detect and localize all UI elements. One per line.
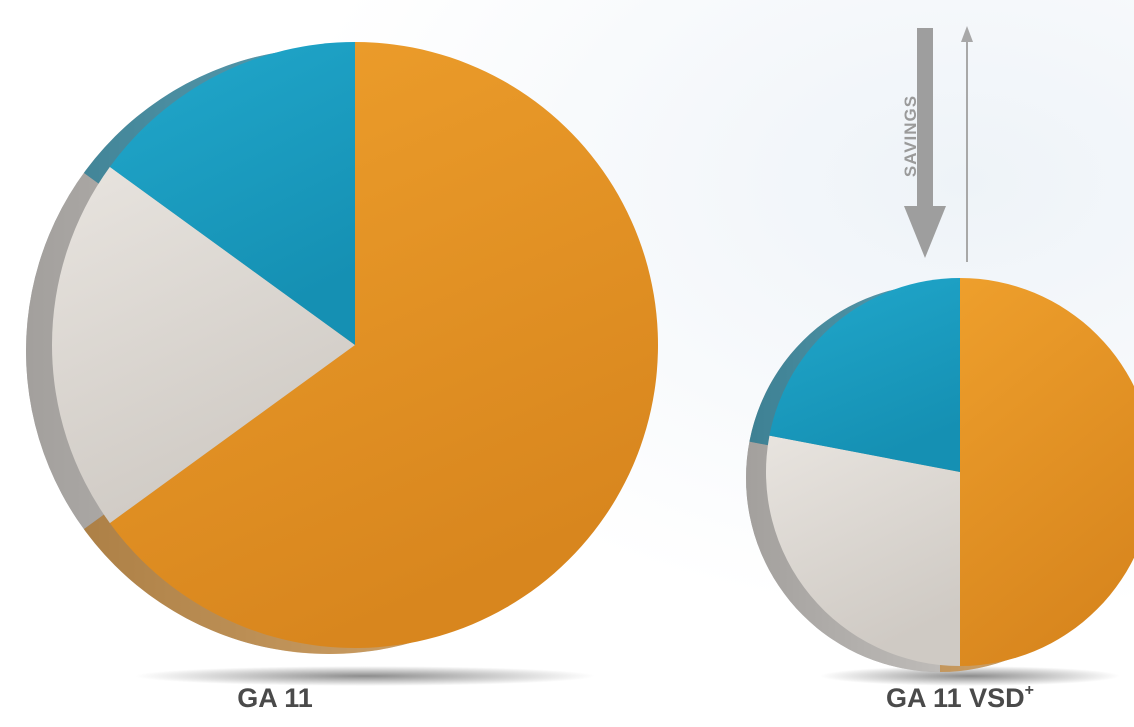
pie-1-slice-1	[766, 435, 960, 666]
pie-1-shadow	[820, 666, 1120, 686]
savings-label: SAVINGS	[901, 94, 921, 178]
pie-0-slice-2	[109, 42, 355, 345]
savings-arrow-down-shaft	[917, 28, 933, 208]
pie-label-ga11-vsd-sup: +	[1024, 682, 1034, 699]
pie-label-ga11-text: GA 11	[237, 683, 313, 713]
pie-label-ga11: GA 11	[160, 683, 390, 714]
pie-0-slice-1	[51, 166, 355, 524]
savings-arrow-up-head	[961, 26, 973, 42]
pie-0-shadow	[135, 666, 595, 686]
pie-label-ga11-vsd: GA 11 VSD+	[840, 682, 1080, 714]
savings-arrow-down-head	[904, 206, 946, 258]
pie-1-slice-2	[769, 278, 960, 472]
pie-0-slice-0	[109, 42, 658, 648]
pie-group	[26, 42, 1134, 686]
savings-arrows	[904, 26, 973, 262]
pie-label-ga11-vsd-text: GA 11 VSD	[886, 683, 1025, 713]
pie-1-slice-0	[960, 278, 1134, 666]
